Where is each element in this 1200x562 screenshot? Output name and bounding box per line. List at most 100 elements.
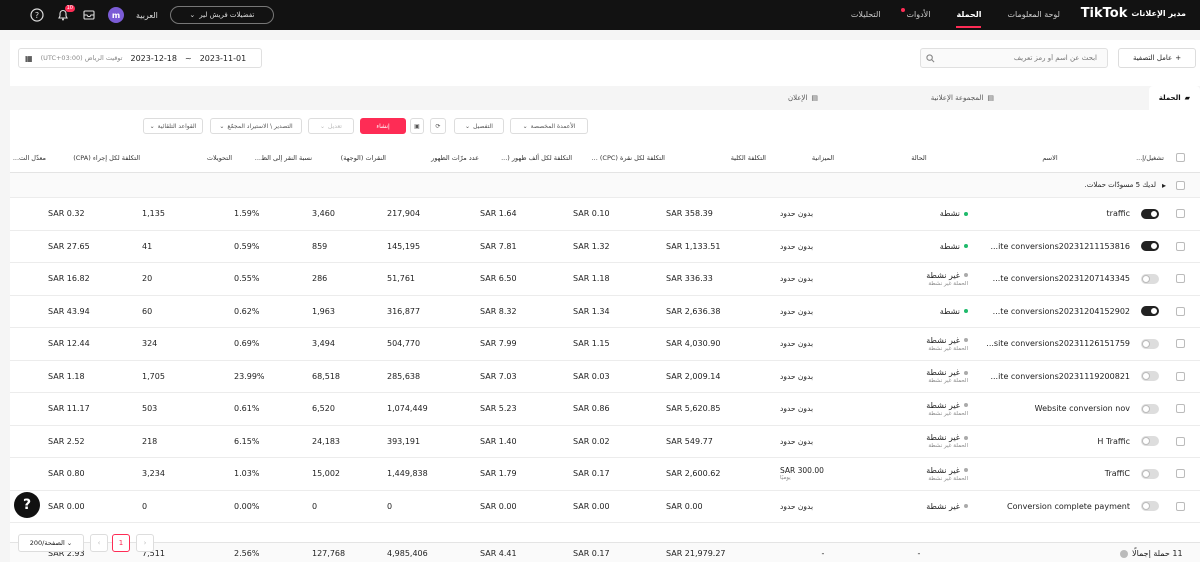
campaign-name-link[interactable]: ...te conversions20231207143345 <box>992 274 1130 284</box>
messages-icon[interactable] <box>82 8 96 22</box>
col-cvr[interactable]: معدّل الت... <box>12 153 46 162</box>
row-checkbox[interactable] <box>1170 263 1190 295</box>
campaign-name-link[interactable]: ...te conversions20231204152902 <box>992 306 1130 316</box>
row-checkbox[interactable] <box>1170 296 1190 328</box>
table-row[interactable]: Conversion complete payment غير نشطة بدون … <box>10 491 1200 523</box>
campaign-name-link[interactable]: ...ite conversions20231211153816 <box>990 241 1130 251</box>
table-row[interactable]: Website conversion nov غير نشطة الحملة غير… <box>10 393 1200 426</box>
campaign-name-link[interactable]: traffic <box>1106 209 1130 219</box>
notification-bell-icon[interactable]: 10 <box>56 5 75 22</box>
table-row[interactable]: H Traffic غير نشطة الحملة غير نشطة بدون حدو… <box>10 426 1200 458</box>
table-row[interactable]: ...ite conversions20231119200821 غير نشطة… <box>10 361 1200 393</box>
col-name[interactable]: الاسم <box>1042 153 1058 162</box>
col-clicks[interactable]: النقرات (الوجهة) <box>340 153 386 162</box>
date-range-picker[interactable]: ▦ (UTC+03:00) توقيت الرياض 2023-12-18 ~ … <box>18 48 262 68</box>
campaign-name-link[interactable]: ...ite conversions20231119200821 <box>990 371 1130 381</box>
budget-cell[interactable]: SAR 300.00 يوميًا <box>780 458 866 490</box>
search-input[interactable] <box>920 48 1108 68</box>
campaign-name-link[interactable]: Conversion complete payment <box>1007 501 1130 511</box>
campaign-name-link[interactable]: H Traffic <box>1097 436 1130 446</box>
tiktok-ads-logo[interactable]: مدير الإعلانات TikTok <box>1081 6 1186 21</box>
help-chat-button[interactable]: ? <box>14 492 40 518</box>
row-toggle[interactable] <box>1132 458 1168 490</box>
page-size-select[interactable]: 200/الصفحة ⌄ <box>18 534 84 552</box>
budget-cell[interactable]: بدون حدود <box>780 361 866 393</box>
campaign-name-link[interactable]: ...site conversions20231126151759 <box>986 339 1130 349</box>
row-toggle[interactable] <box>1132 393 1168 425</box>
refresh-icon[interactable]: ⟳ <box>430 118 446 134</box>
budget-cell[interactable]: بدون حدود <box>780 393 866 425</box>
row-toggle[interactable] <box>1132 296 1168 328</box>
row-checkbox[interactable] <box>1170 198 1190 230</box>
add-filter-button[interactable]: + عامل التصفية <box>1118 48 1196 68</box>
drafts-group-row[interactable]: لديك 5 مسودّات حملات. ▸ <box>10 173 1200 198</box>
row-toggle[interactable] <box>1132 198 1168 230</box>
table-row[interactable]: traffic نشطة بدون حدود SAR 358.39 SAR 0.10 SA… <box>10 198 1200 231</box>
drafts-checkbox[interactable] <box>1170 173 1190 197</box>
tab-ad-group[interactable]: ▤ المجموعة الإعلانية <box>931 86 994 110</box>
table-row[interactable]: ...site conversions20231126151759 غير نشط… <box>10 328 1200 361</box>
row-toggle[interactable] <box>1132 328 1168 360</box>
table-row[interactable]: ...ite conversions20231211153816 نشطة بدون… <box>10 231 1200 263</box>
row-toggle[interactable] <box>1132 361 1168 393</box>
tab-campaign[interactable]: ▰ الحملة <box>1148 86 1200 110</box>
budget-cell[interactable]: بدون حدود <box>780 296 866 328</box>
nav-analytics[interactable]: التحليلات <box>850 10 881 19</box>
custom-columns-button[interactable]: الأعمدة المخصصة ⌄ <box>510 118 588 134</box>
campaign-name-link[interactable]: Website conversion nov <box>1034 404 1130 414</box>
prev-page-button[interactable]: ‹ <box>90 534 108 552</box>
page-number-button[interactable]: 1 <box>112 534 130 552</box>
row-toggle[interactable] <box>1132 263 1168 295</box>
date-separator: ~ <box>184 53 192 63</box>
table-row[interactable]: ...te conversions20231204152902 نشطة بدون … <box>10 296 1200 328</box>
select-all-checkbox[interactable] <box>1170 143 1190 172</box>
col-toggle[interactable]: تشغيل/إ... <box>1136 153 1164 162</box>
row-checkbox[interactable] <box>1170 393 1190 425</box>
col-cpc[interactable]: التكلفة لكل نقرة (CPC) ... <box>591 153 665 162</box>
next-page-button[interactable]: › <box>136 534 154 552</box>
row-checkbox[interactable] <box>1170 231 1190 263</box>
export-import-button[interactable]: التصدير \ الاستيراد المجمّع ⌄ <box>210 118 302 134</box>
col-cost[interactable]: التكلفة الكلية <box>730 153 766 162</box>
budget-cell[interactable]: بدون حدود <box>780 231 866 263</box>
edit-button[interactable]: تعديل ⌄ <box>308 118 354 134</box>
row-checkbox[interactable] <box>1170 328 1190 360</box>
campaign-name-link[interactable]: TraffiC <box>1104 469 1130 479</box>
budget-cell[interactable]: بدون حدود <box>780 491 866 523</box>
nav-tools[interactable]: الأدوات <box>900 0 930 30</box>
col-cpm[interactable]: التكلفة لكل ألف ظهور (... <box>501 153 572 162</box>
table-header-row: تشغيل/إ... الاسم الحالة الميزانية التكلف… <box>10 143 1200 173</box>
col-budget[interactable]: الميزانية <box>811 153 835 162</box>
row-checkbox[interactable] <box>1170 426 1190 458</box>
table-row[interactable]: TraffiC غير نشطة الحملة غير نشطة SAR 300.00… <box>10 458 1200 491</box>
row-checkbox[interactable] <box>1170 458 1190 490</box>
col-ctr[interactable]: نسبة النقر إلى الظ... <box>254 153 312 162</box>
budget-cell[interactable]: بدون حدود <box>780 328 866 360</box>
help-icon[interactable]: ? <box>30 8 44 22</box>
breakdown-button[interactable]: التفصيل ⌄ <box>454 118 504 134</box>
table-row[interactable]: ...te conversions20231207143345 غير نشطة ا… <box>10 263 1200 296</box>
budget-cell[interactable]: بدون حدود <box>780 263 866 295</box>
tab-ad[interactable]: ▤ الإعلان <box>788 86 818 110</box>
status-badge: غير نشطة <box>926 335 960 345</box>
row-checkbox[interactable] <box>1170 361 1190 393</box>
col-impressions[interactable]: عدد مرّات الظهور <box>431 153 479 162</box>
language-switch[interactable]: العربية <box>136 10 158 20</box>
nav-campaign[interactable]: الحملة <box>956 0 982 30</box>
row-toggle[interactable] <box>1132 491 1168 523</box>
col-conversions[interactable]: التحويلات <box>206 153 232 162</box>
totals-cost: SAR 21,979.27 <box>666 549 726 558</box>
row-checkbox[interactable] <box>1170 491 1190 523</box>
row-toggle[interactable] <box>1132 426 1168 458</box>
budget-cell[interactable]: بدون حدود <box>780 426 866 458</box>
create-button[interactable]: إنشاء <box>360 118 406 134</box>
avatar[interactable]: m <box>108 7 124 23</box>
export-file-icon[interactable]: ▣ <box>410 118 424 134</box>
col-status[interactable]: الحالة <box>911 153 927 162</box>
nav-dashboard[interactable]: لوحة المعلومات <box>1007 10 1060 19</box>
col-cpa[interactable]: التكلفة لكل إجراء (CPA) <box>73 153 140 162</box>
automated-rules-button[interactable]: القواعد التلقائية ⌄ <box>143 118 203 134</box>
row-toggle[interactable] <box>1132 231 1168 263</box>
budget-cell[interactable]: بدون حدود <box>780 198 866 230</box>
account-select[interactable]: ⌄ تفضيلات فريش لير <box>169 6 274 24</box>
